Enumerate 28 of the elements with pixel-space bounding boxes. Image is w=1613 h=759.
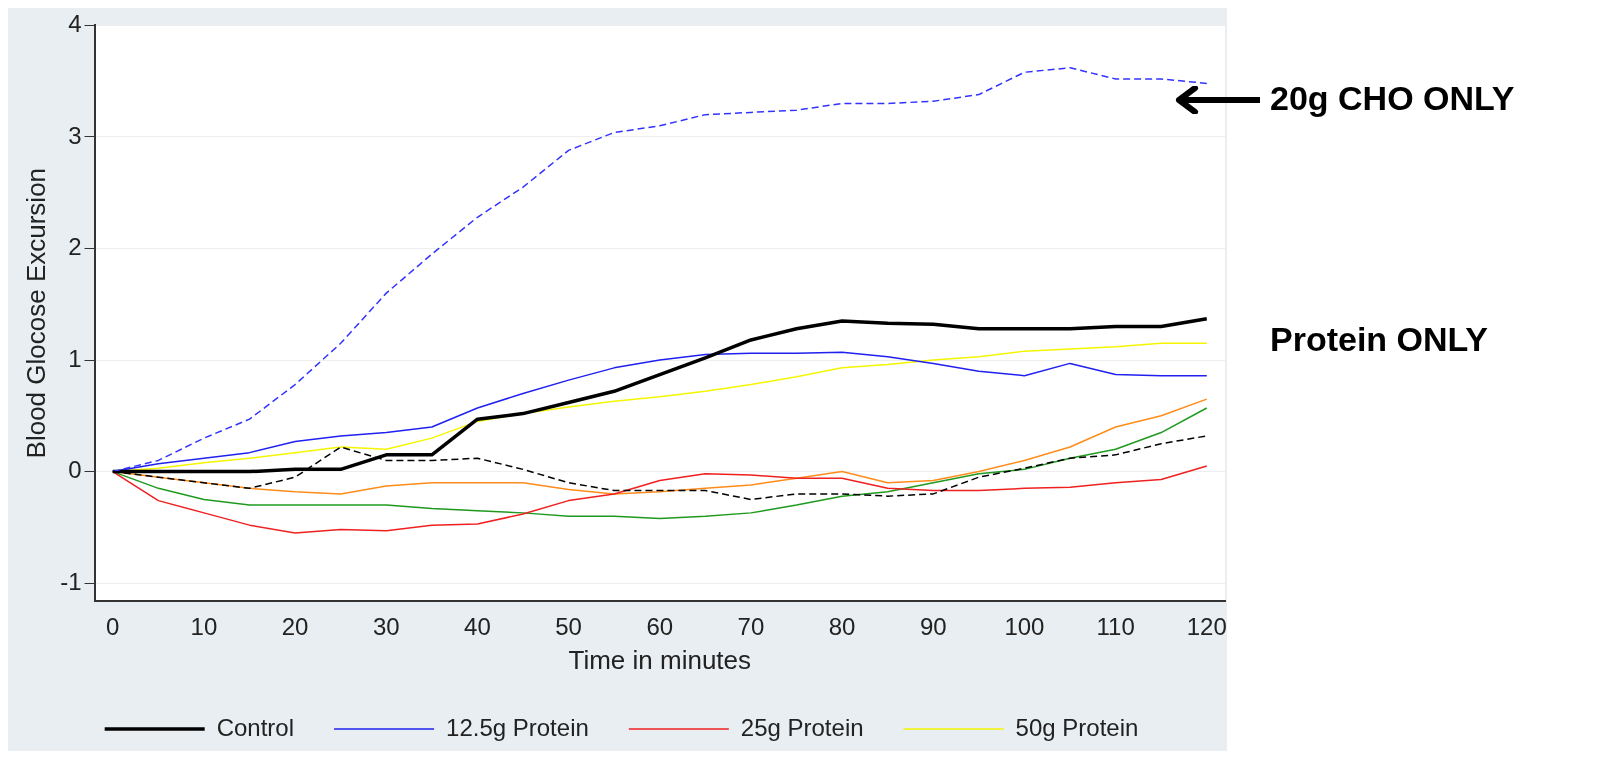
- legend-label: Control: [216, 713, 295, 741]
- x-tick-label: 100: [1004, 613, 1045, 641]
- legend-label: 50g Protein: [1015, 713, 1139, 741]
- line-series: [112, 67, 1208, 473]
- x-tick-label: 30: [372, 613, 400, 641]
- text: 20g CHO ONLY: [1270, 78, 1515, 117]
- y-tick-label: 4: [68, 10, 82, 38]
- y-tick-label: 3: [68, 121, 82, 149]
- y-tick-label: -1: [60, 567, 82, 595]
- y-tick-label: 2: [68, 233, 82, 261]
- x-axis-title: Time in minutes: [568, 644, 752, 675]
- x-tick-label: 80: [828, 613, 856, 641]
- x-tick-label: 40: [464, 613, 491, 641]
- x-tick-label: 110: [1096, 613, 1135, 641]
- legend-label: 25g Protein: [740, 713, 864, 741]
- legend-label: 12.5g Protein: [446, 713, 589, 741]
- x-tick-label: 90: [919, 613, 947, 641]
- text: Protein ONLY: [1270, 320, 1489, 359]
- x-tick-label: 10: [190, 613, 218, 641]
- y-tick-label: 0: [68, 456, 82, 484]
- x-tick-label: 50: [555, 613, 582, 641]
- y-axis-title: Blood Glocose Excursion: [20, 167, 51, 459]
- x-tick-label: 20: [281, 613, 309, 641]
- x-tick-label: 0: [106, 613, 120, 641]
- x-tick-label: 120: [1186, 613, 1227, 641]
- x-tick-label: 60: [646, 613, 674, 641]
- x-tick-label: 70: [737, 613, 765, 641]
- y-tick-label: 1: [68, 344, 82, 372]
